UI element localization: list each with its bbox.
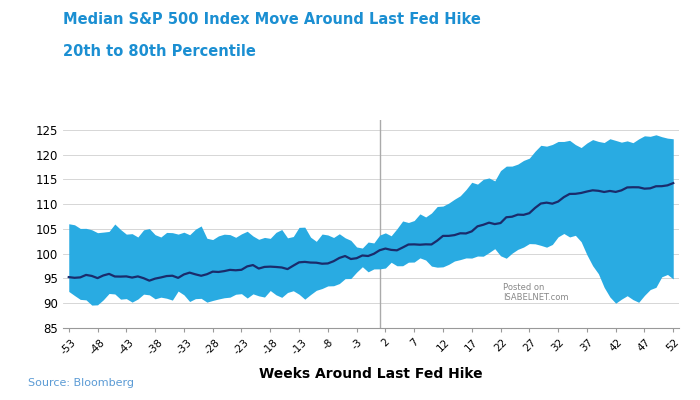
Text: Source: Bloomberg: Source: Bloomberg [28,378,134,388]
Text: Posted on
ISABELNET.com: Posted on ISABELNET.com [503,283,569,302]
X-axis label: Weeks Around Last Fed Hike: Weeks Around Last Fed Hike [259,367,483,381]
Text: 20th to 80th Percentile: 20th to 80th Percentile [63,44,256,59]
Text: Median S&P 500 Index Move Around Last Fed Hike: Median S&P 500 Index Move Around Last Fe… [63,12,481,27]
